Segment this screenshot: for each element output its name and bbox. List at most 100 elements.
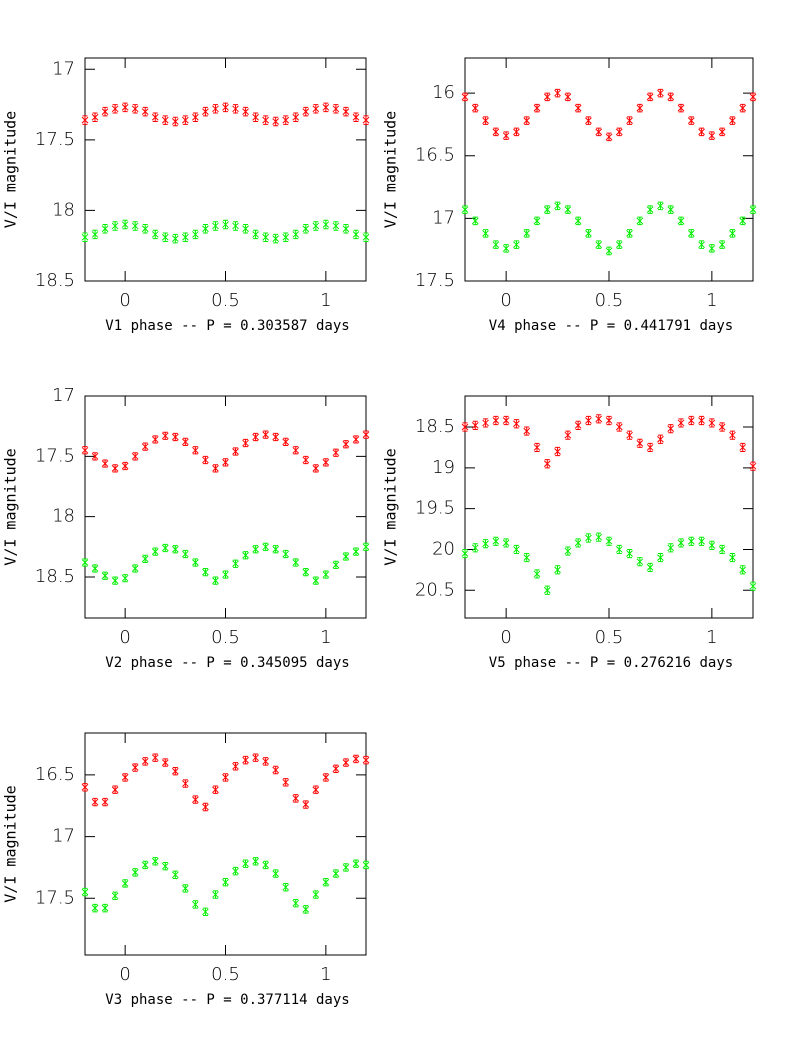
point	[101, 798, 109, 806]
y-tick-label: 17	[52, 385, 75, 406]
y-tick-label: 18	[52, 199, 75, 220]
plot-frame	[464, 395, 754, 619]
point	[202, 456, 209, 464]
point	[312, 577, 320, 584]
y-tick-label: 16.5	[415, 145, 455, 166]
point	[554, 202, 561, 210]
point	[352, 548, 360, 555]
point	[352, 113, 360, 121]
point	[687, 230, 695, 237]
point	[282, 550, 290, 558]
point	[322, 878, 330, 886]
point	[262, 861, 269, 869]
plot-frame	[84, 57, 367, 282]
point	[492, 537, 500, 545]
point	[302, 456, 310, 464]
point	[687, 117, 695, 124]
point	[749, 206, 757, 213]
point	[471, 544, 479, 552]
point	[533, 104, 541, 112]
point	[192, 796, 199, 803]
point	[461, 93, 469, 101]
point	[212, 891, 219, 898]
point	[332, 222, 340, 230]
y-tick-label: 19.5	[415, 498, 455, 519]
point	[141, 758, 149, 765]
point	[141, 225, 149, 233]
point	[282, 778, 290, 786]
point	[626, 230, 633, 237]
point	[292, 113, 300, 121]
point	[232, 560, 239, 568]
x-tick-label: 0	[119, 964, 130, 985]
point	[141, 108, 149, 115]
point	[222, 221, 229, 228]
y-axis-label: V/I magnitude	[382, 111, 400, 228]
point	[262, 431, 269, 438]
point	[332, 561, 340, 569]
x-tick-label: 0.5	[595, 290, 624, 311]
x-tick-label: 0	[500, 627, 511, 648]
point	[302, 108, 310, 115]
point	[192, 446, 199, 454]
point	[182, 885, 189, 892]
point	[81, 559, 89, 566]
point	[595, 415, 603, 423]
point	[242, 551, 249, 559]
point	[292, 559, 300, 566]
point	[322, 571, 330, 578]
point	[121, 574, 129, 582]
point	[131, 222, 139, 230]
point	[615, 423, 623, 431]
point	[252, 857, 259, 865]
point	[232, 105, 239, 113]
point	[131, 452, 139, 460]
x-tick-label: 1	[320, 290, 331, 311]
point	[585, 117, 592, 124]
point	[151, 857, 159, 865]
point	[461, 423, 469, 431]
point	[471, 104, 479, 112]
point	[718, 241, 726, 249]
point	[729, 554, 736, 561]
point	[739, 566, 747, 574]
point	[585, 534, 592, 542]
point	[554, 566, 561, 574]
point	[202, 568, 209, 576]
point	[362, 116, 370, 124]
point	[492, 417, 500, 424]
y-tick-label: 17	[432, 207, 455, 228]
point	[292, 899, 300, 907]
point	[252, 113, 259, 121]
point	[222, 878, 229, 886]
x-axis-label: V5 phase -- P = 0.276216 days	[489, 655, 733, 671]
point	[151, 754, 159, 762]
point	[352, 755, 360, 763]
point	[657, 554, 664, 561]
point	[222, 104, 229, 111]
point	[252, 433, 259, 441]
point	[352, 231, 360, 238]
point	[513, 241, 520, 249]
point	[605, 247, 613, 255]
point	[101, 225, 109, 233]
point	[342, 759, 350, 766]
point	[141, 443, 149, 451]
point	[574, 539, 582, 547]
point	[242, 108, 249, 115]
point	[574, 104, 582, 112]
point	[91, 565, 99, 572]
point	[81, 783, 89, 791]
point	[626, 550, 633, 557]
point	[729, 117, 736, 124]
point	[272, 766, 280, 774]
point	[282, 116, 290, 124]
point	[212, 222, 219, 230]
point	[543, 206, 551, 213]
y-tick-label: 17	[52, 58, 75, 79]
point	[636, 217, 644, 225]
point	[161, 862, 169, 870]
point	[646, 444, 654, 451]
x-tick-label: 1	[706, 290, 717, 311]
point	[312, 786, 320, 794]
